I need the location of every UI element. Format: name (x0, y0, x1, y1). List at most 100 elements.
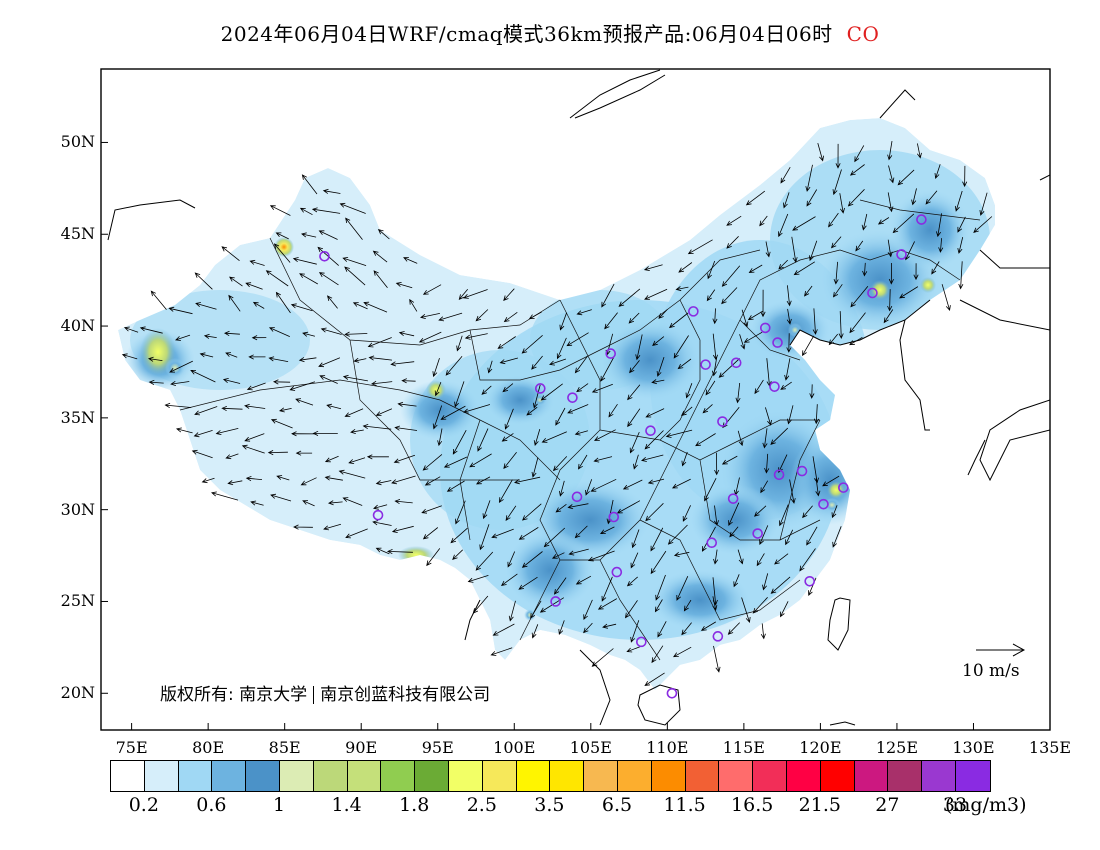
wind-vector (244, 433, 265, 442)
wind-vector (650, 527, 664, 552)
wind-vector (680, 406, 693, 416)
wind-vector (979, 192, 988, 216)
wind-vector (394, 425, 418, 431)
wind-vector (350, 428, 364, 434)
wind-vector (248, 354, 266, 360)
wind-vector (338, 469, 366, 479)
wind-vector (812, 456, 819, 484)
wind-vector (320, 327, 342, 335)
wind-vector (600, 357, 614, 382)
wind-vector (644, 430, 664, 450)
wind-vector (806, 526, 818, 546)
wind-vector (748, 264, 763, 273)
wind-vector (368, 355, 393, 361)
wind-vector (721, 265, 741, 287)
wind-vector (780, 601, 789, 618)
wind-vector (147, 356, 163, 362)
wind-vector (817, 142, 824, 162)
wind-vector (764, 453, 770, 474)
wind-vector (222, 378, 241, 384)
lat-tick-label: 50N (60, 132, 95, 152)
wind-vector (627, 408, 641, 428)
wind-vector (806, 189, 818, 207)
wind-vector (246, 382, 266, 391)
wind-vector (673, 335, 689, 359)
wind-vector (672, 646, 692, 658)
wind-vector (324, 455, 339, 463)
wind-vector (375, 547, 390, 555)
wind-vector (225, 352, 238, 358)
wind-vector (251, 335, 267, 341)
wind-vector (475, 309, 489, 322)
wind-vector (401, 378, 416, 384)
wind-vector (492, 623, 515, 636)
wind-vector (267, 450, 288, 456)
wind-vector (322, 188, 341, 194)
city-marker (712, 631, 724, 642)
wind-vector (526, 406, 538, 416)
wind-vector (555, 407, 566, 426)
wind-vector (434, 381, 442, 397)
lon-tick-label: 75E (115, 738, 148, 757)
wind-vector (327, 500, 343, 506)
wind-vector (608, 403, 618, 418)
wind-vector (760, 480, 769, 494)
wind-vector (635, 334, 643, 361)
wind-reference-arrow (976, 643, 1026, 657)
wind-vector (549, 358, 567, 366)
wind-vector (727, 622, 740, 635)
wind-vector (503, 451, 517, 470)
wind-vector (553, 577, 567, 595)
wind-vector (193, 430, 213, 438)
wind-vector (847, 189, 865, 207)
wind-vector (227, 480, 243, 486)
wind-vector (344, 408, 364, 417)
wind-vector (883, 309, 894, 324)
wind-vector (455, 500, 466, 525)
wind-vector (552, 456, 568, 472)
wind-vector (593, 429, 616, 441)
wind-vector (828, 333, 839, 346)
wind-vector (601, 576, 613, 602)
wind-vector (543, 527, 566, 548)
wind-vector (518, 527, 539, 540)
wind-vector (245, 476, 263, 482)
wind-vector (323, 523, 342, 531)
wind-vector (631, 529, 640, 549)
wind-vector (432, 357, 440, 378)
city-marker (706, 537, 718, 549)
wind-vector (201, 477, 215, 484)
wind-vector (482, 500, 491, 520)
wind-vector (421, 505, 442, 514)
city-marker (700, 359, 711, 370)
city-marker (636, 636, 647, 648)
wind-vector (641, 454, 664, 462)
wind-vector (148, 379, 164, 385)
wind-vector (391, 525, 414, 533)
wind-vector (446, 480, 465, 492)
colorbar-cell (617, 761, 652, 791)
wind-vector (452, 549, 463, 561)
wind-vector (792, 216, 816, 231)
wind-vector (268, 327, 290, 337)
wind-vector (366, 454, 389, 460)
wind-vector (121, 353, 138, 360)
wind-vector (275, 232, 289, 240)
colorbar-cell (381, 761, 416, 791)
lat-tick-label: 25N (60, 591, 95, 611)
colorbar-label: 16.5 (731, 794, 774, 816)
wind-vector (832, 284, 843, 298)
wind-vector (887, 289, 893, 312)
wind-vector (770, 427, 789, 445)
wind-vector (508, 600, 516, 622)
wind-vector (311, 207, 341, 214)
wind-vector (654, 599, 663, 613)
wind-vector (375, 480, 392, 486)
wind-vector (302, 500, 315, 507)
wind-vector (765, 407, 772, 426)
city-marker (916, 214, 927, 225)
colorbar-label: 27 (875, 794, 900, 816)
wind-vector (521, 334, 543, 354)
wind-vector (418, 331, 442, 343)
wind-vector (567, 503, 589, 510)
